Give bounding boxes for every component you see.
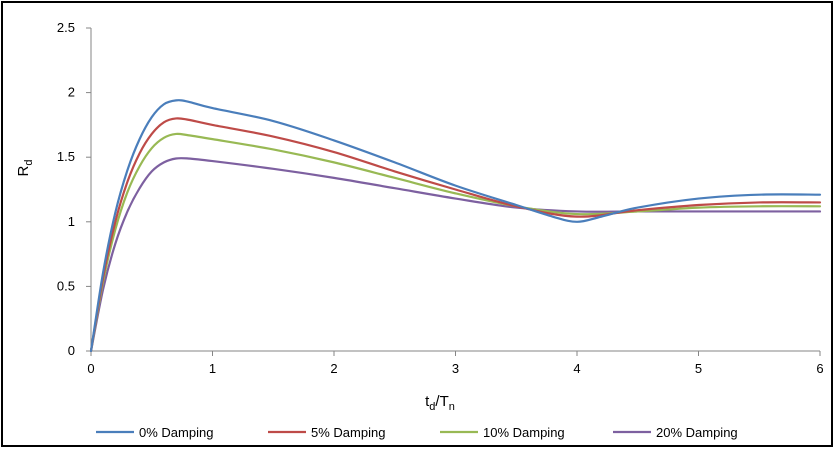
- legend-label-3: 20% Damping: [656, 425, 738, 440]
- x-tick-label: 1: [209, 361, 216, 376]
- y-tick-label: 2: [68, 85, 75, 100]
- x-tick-label: 0: [87, 361, 94, 376]
- x-tick-label: 6: [816, 361, 823, 376]
- series-line-0: [89, 99, 822, 353]
- series-line-3: [89, 156, 822, 353]
- y-tick-label: 2.5: [57, 20, 75, 35]
- legend-label-0: 0% Damping: [139, 425, 213, 440]
- y-tick-label: 0: [68, 343, 75, 358]
- y-tick-label: 1: [68, 214, 75, 229]
- y-ticks: 0 0.5 1 1.5 2 2.5: [57, 20, 91, 358]
- x-tick-label: 3: [452, 361, 459, 376]
- y-tick-label: 0.5: [57, 278, 75, 293]
- x-axis-label: td/Tn: [425, 393, 455, 413]
- legend-label-2: 10% Damping: [483, 425, 565, 440]
- x-tick-label: 4: [573, 361, 580, 376]
- series-line-2: [89, 132, 822, 353]
- x-tick-label: 5: [695, 361, 702, 376]
- x-ticks: 0 1 2 3 4 5 6: [87, 351, 824, 376]
- series-lines: [89, 99, 822, 353]
- series-line-1: [89, 117, 822, 353]
- legend: 0% Damping 5% Damping 10% Damping 20% Dampi…: [96, 425, 738, 440]
- chart-frame: [1, 1, 833, 447]
- y-axis-label: Rd: [15, 160, 35, 177]
- x-tick-label: 2: [330, 361, 337, 376]
- legend-label-1: 5% Damping: [311, 425, 385, 440]
- y-tick-label: 1.5: [57, 149, 75, 164]
